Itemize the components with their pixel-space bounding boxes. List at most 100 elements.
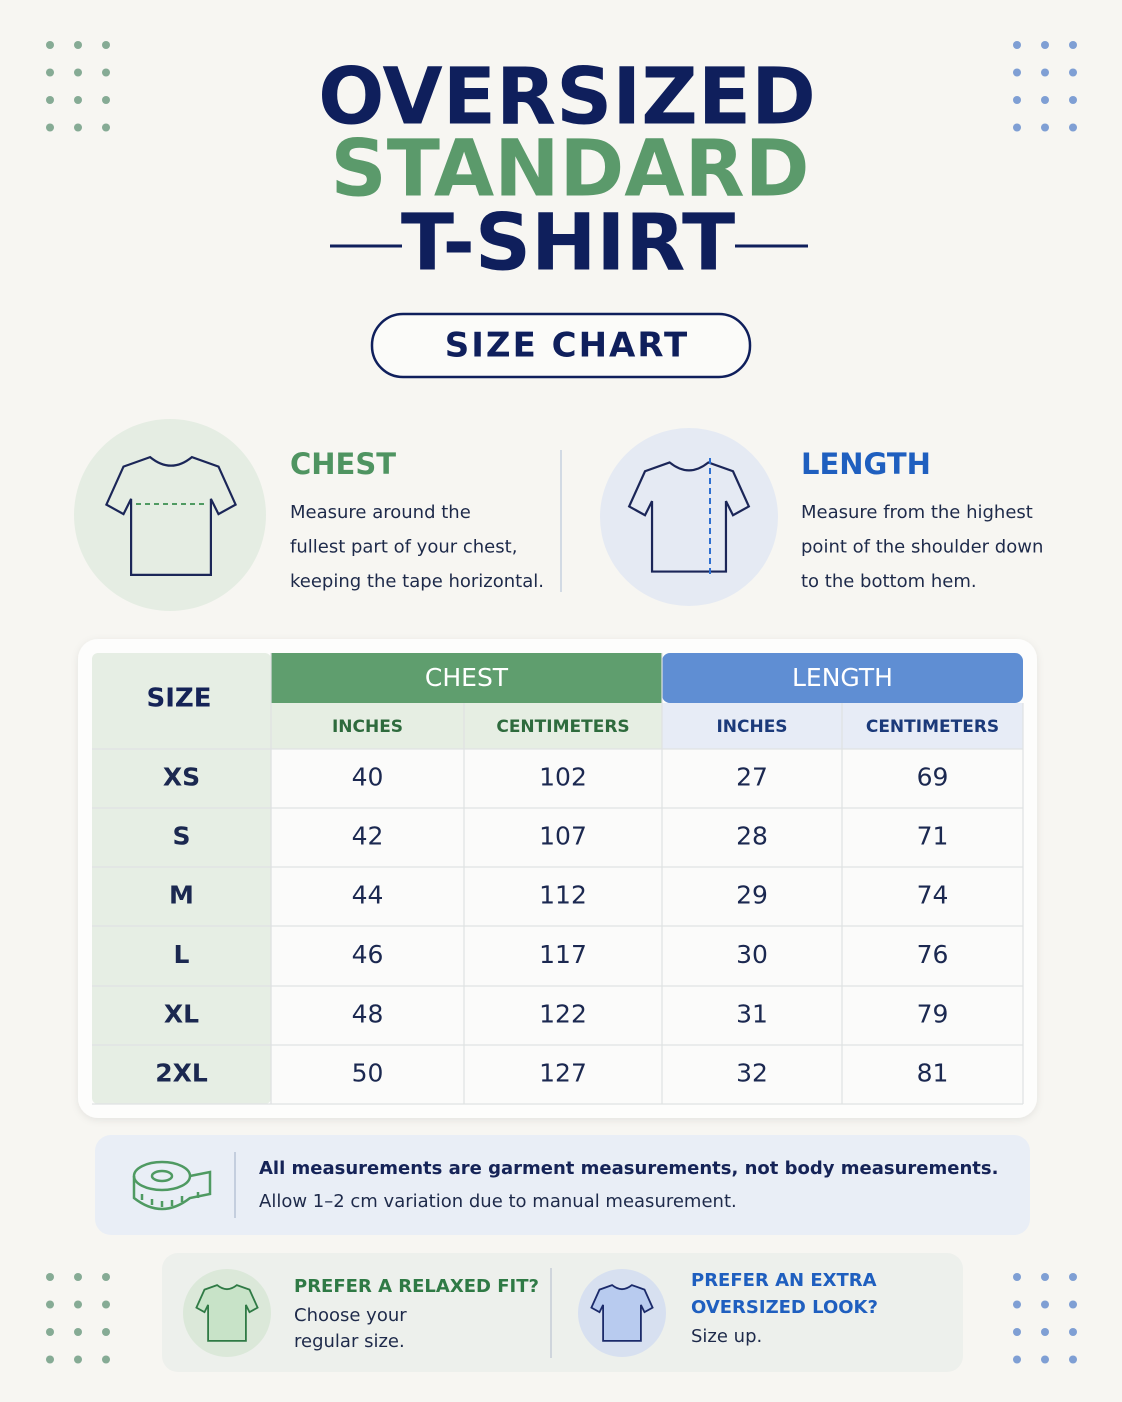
guide-text: Measure around the (290, 502, 471, 523)
value-cell: 127 (539, 1059, 587, 1088)
note-box (95, 1135, 1030, 1235)
tip-title: PREFER AN EXTRA (691, 1270, 877, 1291)
tip-text: Size up. (691, 1326, 762, 1347)
dot (1069, 1273, 1077, 1281)
dot (1041, 1355, 1049, 1364)
dot (1041, 1328, 1049, 1336)
dot (1069, 96, 1077, 104)
guide-text: fullest part of your chest, (290, 537, 517, 558)
dot (1041, 1273, 1049, 1281)
tips-box (162, 1253, 963, 1372)
dot (1069, 123, 1077, 132)
guides: CHEST Measure around the fullest part of y… (290, 447, 1043, 592)
value-cell: 122 (539, 1000, 587, 1029)
note-text: Allow 1–2 cm variation due to manual mea… (259, 1191, 737, 1212)
dot (1069, 1328, 1077, 1336)
size-cell: S (172, 822, 190, 851)
dot (102, 1355, 110, 1364)
dot (74, 68, 82, 77)
dot (74, 123, 82, 132)
badge (370, 312, 752, 379)
tip-title: OVERSIZED LOOK? (691, 1297, 878, 1318)
dot (1041, 123, 1049, 132)
dot (46, 1273, 54, 1281)
dot (1013, 1273, 1021, 1281)
icon-circle (74, 419, 266, 611)
dot (1013, 1355, 1021, 1364)
title-line: T-SHIRT (401, 198, 735, 288)
value-cell: 32 (736, 1059, 768, 1088)
value-cell: 29 (736, 881, 768, 910)
dot (1041, 1300, 1049, 1309)
unit-header (271, 703, 662, 749)
dot (74, 1300, 82, 1309)
size-cell: 2XL (155, 1059, 208, 1088)
header-cell: SIZE (146, 684, 211, 714)
dot (1013, 1328, 1021, 1336)
value-cell: 42 (352, 822, 384, 851)
dot (74, 96, 82, 104)
dot (1041, 68, 1049, 77)
decor-dots (46, 41, 1077, 1364)
value-cell: 102 (539, 763, 587, 792)
title-line: OVERSIZED (318, 52, 816, 142)
tape-icon (132, 1160, 212, 1211)
value-cell: 74 (917, 881, 949, 910)
unit-label: INCHES (716, 717, 787, 737)
dot (46, 68, 54, 77)
dot (102, 96, 110, 104)
value-cell: 81 (917, 1059, 949, 1088)
dot (74, 1273, 82, 1281)
size-column (92, 653, 271, 1104)
value-cell: 46 (352, 940, 384, 969)
dot (1013, 68, 1021, 77)
dot (102, 1273, 110, 1281)
unit-label: INCHES (332, 717, 403, 737)
value-cell: 30 (736, 940, 768, 969)
dot (1069, 1355, 1077, 1364)
value-cell: 31 (736, 1000, 768, 1029)
dot (102, 1328, 110, 1336)
dot (102, 123, 110, 132)
value-cell: 117 (539, 940, 587, 969)
badge-text: SIZE CHART (445, 326, 689, 366)
value-cell: 79 (917, 1000, 949, 1029)
dot (1013, 123, 1021, 132)
size-cell: L (174, 940, 190, 969)
group-label: LENGTH (792, 663, 893, 692)
unit-label: CENTIMETERS (866, 717, 999, 737)
dot (46, 1300, 54, 1309)
value-cell: 112 (539, 881, 587, 910)
dot (1041, 41, 1049, 49)
dot (102, 1300, 110, 1309)
guide-title: CHEST (290, 447, 396, 481)
value-cell: 50 (352, 1059, 384, 1088)
dot (1069, 68, 1077, 77)
dot (1013, 41, 1021, 49)
dot (102, 68, 110, 77)
guide-text: to the bottom hem. (801, 571, 977, 592)
guide-text: point of the shoulder down (801, 537, 1043, 558)
tip-text: regular size. (294, 1331, 405, 1352)
value-cell: 48 (352, 1000, 384, 1029)
dot (1069, 41, 1077, 49)
size-cell: XS (163, 763, 200, 792)
icon-circle (600, 428, 778, 606)
dot (46, 41, 54, 49)
tips: PREFER A RELAXED FIT? Choose your regular … (294, 1270, 878, 1352)
dot (1013, 1300, 1021, 1309)
size-cell: M (169, 881, 194, 910)
group-header (662, 653, 1023, 703)
guide-text: Measure from the highest (801, 502, 1033, 523)
value-cell: 40 (352, 763, 384, 792)
tip-text: Choose your (294, 1305, 407, 1326)
guide-title: LENGTH (801, 447, 931, 481)
value-cell: 28 (736, 822, 768, 851)
value-cell: 44 (352, 881, 384, 910)
dot (102, 41, 110, 49)
value-cell: 71 (917, 822, 949, 851)
group-label: CHEST (425, 663, 509, 692)
dot (74, 41, 82, 49)
dot (46, 123, 54, 132)
